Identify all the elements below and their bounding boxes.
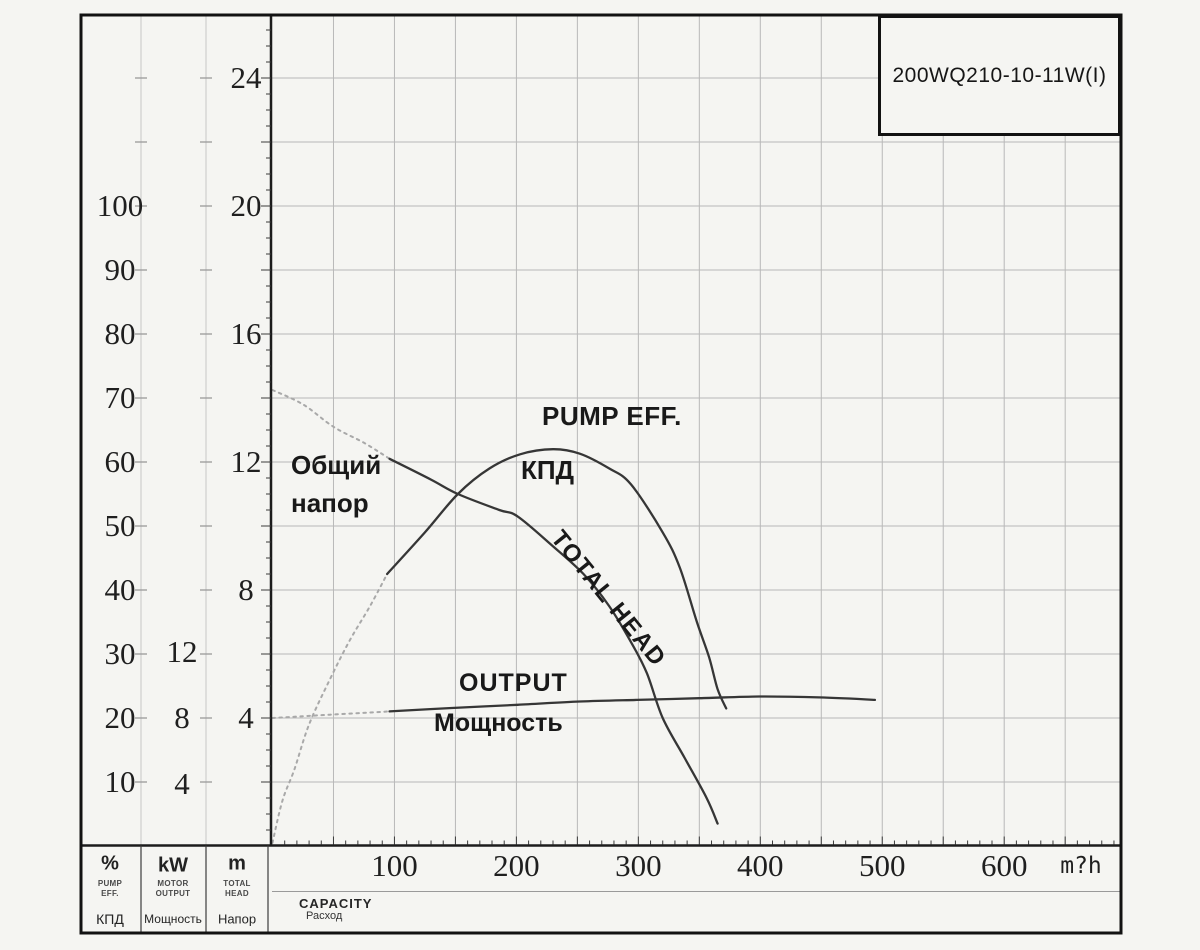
efficiency-curve <box>385 448 728 710</box>
total-head-dotted-curve <box>271 389 391 460</box>
total-head-curve <box>388 457 719 825</box>
model-box: 200WQ210-10-11W(I) <box>878 15 1121 136</box>
efficiency-dotted-curve <box>271 573 389 844</box>
output-dotted-curve <box>271 710 391 719</box>
output-curve <box>388 695 877 713</box>
model-number: 200WQ210-10-11W(I) <box>892 63 1107 87</box>
